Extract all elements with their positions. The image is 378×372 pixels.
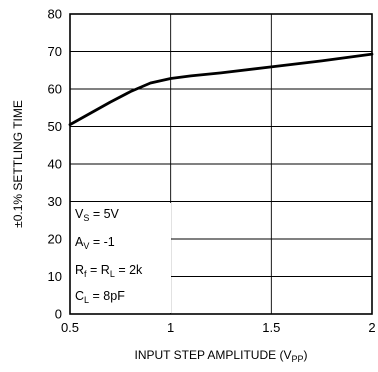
series-group: [68, 52, 374, 127]
y-tick-label: 60: [48, 82, 62, 97]
y-axis-label: ±0.1% SETTLING TIME: [11, 100, 25, 228]
y-tick-label: 50: [48, 119, 62, 134]
y-tick-label: 10: [48, 269, 62, 284]
x-tick-label: 1.5: [262, 320, 280, 335]
condition-line: VS = 5V: [75, 207, 120, 223]
x-tick-label: 1: [167, 320, 174, 335]
conditions-box-bg: [70, 203, 171, 313]
x-tick-label: 0.5: [61, 320, 79, 335]
settling-time-line: [68, 52, 374, 127]
y-tick-label: 40: [48, 157, 62, 172]
y-tick-label: 80: [48, 7, 62, 22]
x-tick-labels: 0.5 1 1.5 2: [61, 320, 376, 335]
condition-line: Rf = RL = 2k: [75, 263, 143, 279]
x-tick-label: 2: [368, 320, 375, 335]
y-tick-labels: 0 10 20 30 40 50 60 70 80: [48, 7, 62, 322]
conditions-box: VS = 5V AV = -1 Rf = RL = 2k CL = 8pF: [70, 203, 171, 313]
y-tick-label: 0: [55, 307, 62, 322]
plot-frame: [69, 13, 373, 315]
condition-line: AV = -1: [75, 235, 115, 251]
y-tick-label: 70: [48, 44, 62, 59]
condition-line: CL = 8pF: [75, 289, 125, 305]
x-axis-label: INPUT STEP AMPLITUDE (VPP): [135, 348, 308, 364]
y-tick-label: 30: [48, 194, 62, 209]
y-tick-label: 20: [48, 232, 62, 247]
